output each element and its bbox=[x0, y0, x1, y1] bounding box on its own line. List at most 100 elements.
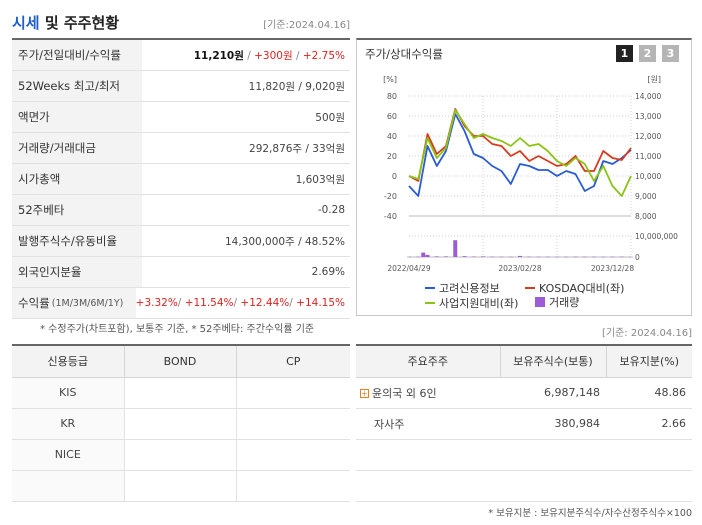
price-change: +300원 bbox=[254, 49, 293, 62]
right-axis-unit: [원] bbox=[647, 75, 661, 84]
series-line bbox=[408, 108, 632, 182]
cp-rating bbox=[235, 439, 350, 471]
series-line bbox=[408, 113, 632, 197]
holder-name-cell: + 윤의국 외 6인 bbox=[356, 377, 500, 409]
holder-name[interactable]: 윤의국 외 6인 bbox=[372, 386, 437, 400]
chart-page-3[interactable]: 3 bbox=[662, 45, 679, 62]
volume-bar bbox=[527, 256, 532, 258]
return-6m: +12.44% bbox=[240, 297, 290, 309]
table-row: + 윤의국 외 6인 6,987,148 48.86 bbox=[356, 377, 692, 409]
holder-name: 자사주 bbox=[356, 408, 500, 440]
y-right-tick-label: 8,000 bbox=[635, 212, 657, 221]
legend-swatch bbox=[425, 287, 435, 289]
volume-bar bbox=[434, 256, 439, 257]
bond-rating bbox=[123, 439, 236, 471]
volume-bar-highlight bbox=[421, 252, 426, 257]
sep: / bbox=[243, 49, 255, 62]
volume-bar bbox=[407, 256, 411, 258]
volume-bar bbox=[545, 256, 550, 258]
quote-value: 500원 bbox=[315, 111, 345, 124]
holder-shares: 380,984 bbox=[500, 408, 606, 440]
chart-page-2[interactable]: 2 bbox=[639, 45, 656, 62]
shareholders-table: 주요주주 보유주식수(보통) 보유지분(%) + 윤의국 외 6인 6,987,1… bbox=[356, 344, 692, 502]
volume-bar bbox=[490, 256, 495, 258]
quote-label: 시가총액 bbox=[12, 164, 142, 194]
quote-label: 주가/전일대비/수익률 bbox=[12, 40, 142, 70]
quote-row-par: 액면가 500원 bbox=[12, 102, 350, 133]
return-1m: +3.32% bbox=[135, 297, 178, 309]
y-left-tick-label: 20 bbox=[387, 152, 397, 161]
col-header: 주요주주 bbox=[356, 346, 500, 378]
chart-page-1[interactable]: 1 bbox=[616, 45, 633, 62]
agency-name: KR bbox=[12, 408, 124, 440]
return-3m: +11.54% bbox=[184, 297, 234, 309]
volume-bar bbox=[518, 255, 522, 257]
y-left-tick-label: -40 bbox=[384, 212, 397, 221]
quote-row-volume: 거래량/거래대금 292,876주 / 33억원 bbox=[12, 133, 350, 164]
table-row: 자사주 380,984 2.66 bbox=[356, 408, 692, 440]
table-row: KIS bbox=[12, 377, 350, 409]
col-header: 보유주식수(보통) bbox=[499, 346, 606, 378]
volume-bar bbox=[471, 256, 476, 258]
volume-bar bbox=[582, 256, 587, 258]
y-left-tick-label: 40 bbox=[387, 132, 397, 141]
series-line bbox=[408, 109, 632, 197]
volume-bar bbox=[508, 256, 513, 258]
volume-bar bbox=[573, 256, 578, 258]
quote-row-52weeks: 52Weeks 최고/최저 11,820원 / 9,020원 bbox=[12, 71, 350, 102]
table-row bbox=[12, 470, 350, 502]
bond-rating bbox=[123, 408, 236, 440]
legend-swatch bbox=[425, 302, 435, 304]
sep: / bbox=[292, 49, 303, 62]
base-date: [기준:2024.04.16] bbox=[263, 20, 350, 31]
chart-title: 주가/상대수익률 bbox=[365, 47, 443, 61]
return-1y: +14.15% bbox=[296, 297, 345, 309]
returns-periods: (1M/3M/6M/1Y) bbox=[51, 297, 124, 309]
quote-row-price: 주가/전일대비/수익률 11,210원 / +300원 / +2.75% bbox=[12, 40, 350, 71]
quote-label: 액면가 bbox=[12, 102, 142, 132]
y-right-tick-label: 12,000 bbox=[635, 132, 661, 141]
chart-panel: 주가/상대수익률 1 2 3 [%] [원] 80 60 40 20 0 -20 -40 14,0… bbox=[356, 38, 692, 316]
current-price: 11,210원 bbox=[193, 49, 244, 62]
legend-swatch bbox=[535, 297, 545, 307]
cp-rating bbox=[235, 408, 350, 440]
quote-value: 11,820원 / 9,020원 bbox=[248, 80, 345, 93]
volume-bar bbox=[610, 256, 615, 258]
x-tick-label: 2023/02/28 bbox=[498, 264, 541, 273]
x-tick-label: 2022/04/29 bbox=[387, 264, 430, 273]
x-tick-label: 2023/12/28 bbox=[591, 264, 634, 273]
y-left-tick-label: 80 bbox=[387, 92, 397, 101]
quote-value: +3.32%/ +11.54%/ +12.44%/ +14.15% bbox=[135, 297, 345, 309]
volume-tick-label: 10,000,000 bbox=[635, 232, 678, 241]
title-accent: 시세 bbox=[12, 14, 40, 32]
quote-note: * 수정주가(차트포함), 보통주 기준, * 52주베타: 주간수익률 기준 bbox=[40, 324, 315, 335]
volume-bar bbox=[416, 256, 421, 258]
expand-plus-icon[interactable]: + bbox=[360, 389, 369, 398]
quote-label: 발행주식수/유동비율 bbox=[12, 226, 142, 256]
quote-row-foreign: 외국인지분율 2.69% bbox=[12, 257, 350, 288]
quote-label: 52주베타 bbox=[12, 195, 142, 225]
quote-row-returns: 수익률 (1M/3M/6M/1Y) +3.32%/ +11.54%/ +12.44… bbox=[12, 288, 350, 319]
quote-label: 52Weeks 최고/최저 bbox=[12, 71, 142, 101]
y-right-tick-label: 10,000 bbox=[635, 172, 661, 181]
bond-rating bbox=[123, 377, 236, 409]
quote-value: -0.28 bbox=[317, 204, 345, 216]
y-left-tick-label: 60 bbox=[387, 112, 397, 121]
volume-bar bbox=[619, 256, 624, 258]
y-right-tick-label: 11,000 bbox=[635, 152, 661, 161]
holders-note: * 보유지분 : 보유지분주식수/자수산정주식수×100 bbox=[488, 508, 692, 519]
holder-pct: 48.86 bbox=[606, 377, 692, 409]
col-header: 보유지분(%) bbox=[605, 346, 692, 378]
credit-rating-table: 신용등급 BOND CP KIS KR NICE bbox=[12, 344, 350, 502]
legend-label: 사업지원대비(좌) bbox=[439, 297, 519, 310]
quote-row-beta: 52주베타 -0.28 bbox=[12, 195, 350, 226]
table-row: KR bbox=[12, 408, 350, 440]
volume-bar bbox=[462, 256, 467, 257]
quote-label: 거래량/거래대금 bbox=[12, 133, 142, 163]
agency-name bbox=[12, 470, 124, 502]
section-title: 시세 및 주주현황 bbox=[12, 12, 119, 33]
legend-item: 사업지원대비(좌) bbox=[425, 295, 518, 311]
quote-value: 1,603억원 bbox=[295, 173, 345, 186]
quote-value: 14,300,000주 / 48.52% bbox=[224, 235, 345, 248]
agency-name: KIS bbox=[12, 377, 124, 409]
